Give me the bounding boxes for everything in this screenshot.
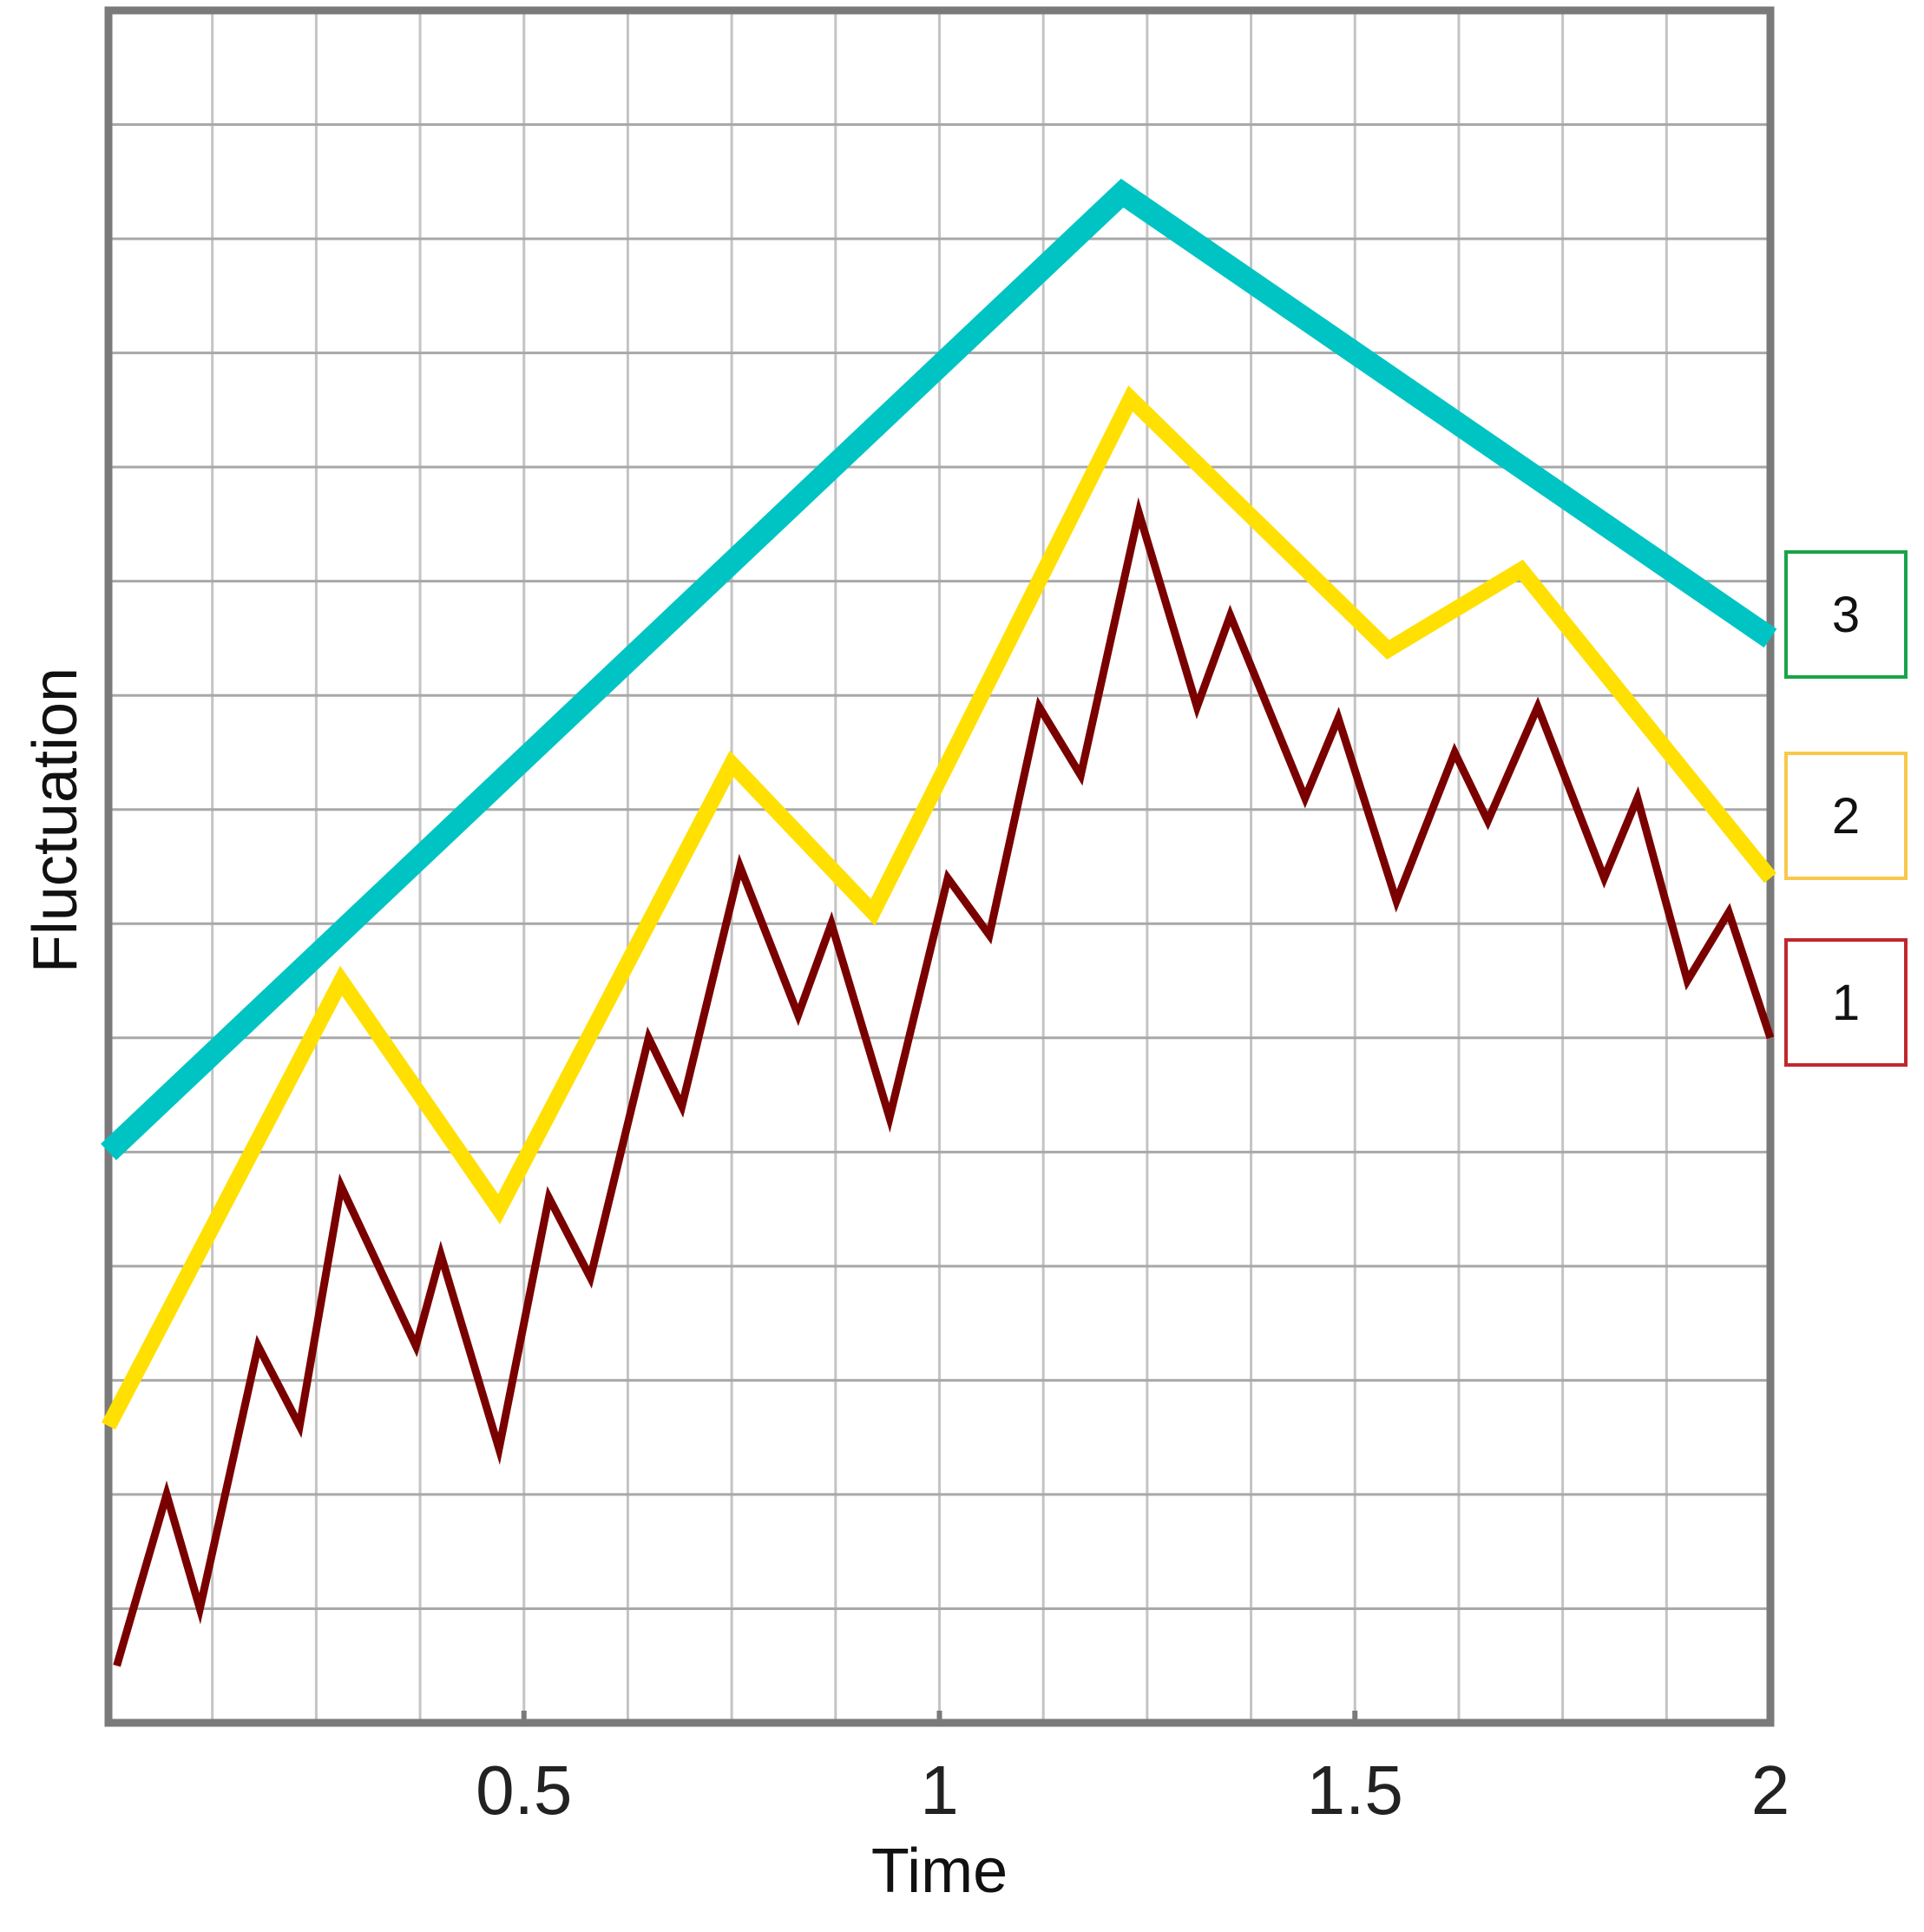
legend-item-3: 3 xyxy=(1784,550,1908,679)
x-tick-labels: 0.5 1 1.5 2 xyxy=(476,1711,1789,1829)
series-line-2 xyxy=(102,385,1776,1430)
legend-label-3: 3 xyxy=(1832,587,1860,643)
x-tick-label: 2 xyxy=(1751,1751,1790,1829)
legend-label-2: 2 xyxy=(1832,788,1860,844)
legend-label-1: 1 xyxy=(1832,975,1860,1031)
legend: 1 2 3 xyxy=(1784,550,1908,1067)
legend-item-1: 1 xyxy=(1784,938,1908,1067)
legend-item-2: 2 xyxy=(1784,752,1908,880)
legend-box-2 xyxy=(1784,752,1908,880)
legend-box-1 xyxy=(1784,938,1908,1067)
legend-box-3 xyxy=(1784,550,1908,679)
series-line-1 xyxy=(113,496,1775,1667)
series-lines xyxy=(101,178,1777,1667)
x-tick-label: 0.5 xyxy=(476,1751,572,1829)
series-line-3 xyxy=(101,178,1777,1160)
x-tick-label: 1 xyxy=(920,1751,959,1829)
y-axis-title: Fluctuation xyxy=(21,667,90,973)
grid xyxy=(108,10,1770,1723)
x-axis-title: Time xyxy=(871,1837,1008,1906)
x-tick-label: 1.5 xyxy=(1307,1751,1403,1829)
